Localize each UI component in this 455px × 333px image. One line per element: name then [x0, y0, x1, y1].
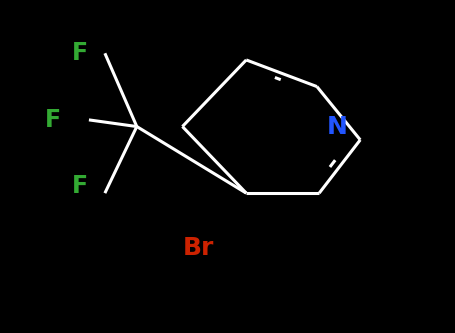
Text: F: F	[71, 41, 88, 65]
Text: F: F	[71, 174, 88, 198]
Text: N: N	[326, 115, 347, 139]
Text: Br: Br	[182, 236, 213, 260]
Text: F: F	[44, 108, 61, 132]
